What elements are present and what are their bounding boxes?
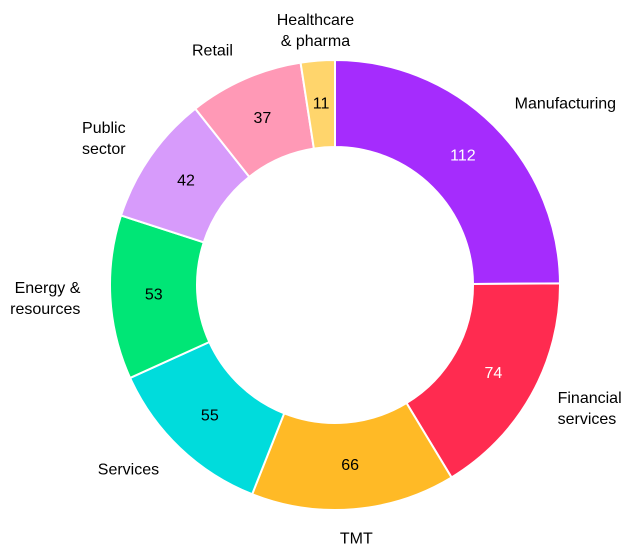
- value-label: 11: [313, 95, 330, 112]
- category-label: Manufacturing: [514, 95, 617, 113]
- value-label: 37: [253, 110, 271, 127]
- category-label: Retail: [192, 42, 233, 60]
- category-label: Services: [97, 461, 160, 479]
- slice: [299, 58, 336, 150]
- category-label: Public sector: [82, 120, 126, 159]
- category-label: Financial services: [557, 390, 622, 429]
- value-label: 66: [341, 457, 359, 474]
- value-label: 112: [450, 147, 476, 164]
- category-label: Energy & resources: [10, 280, 81, 319]
- category-label: TMT: [339, 530, 373, 548]
- value-label: 53: [145, 286, 163, 303]
- value-label: 74: [485, 365, 503, 382]
- value-label: 42: [177, 173, 195, 190]
- value-label: 55: [201, 408, 219, 425]
- category-label: Healthcare & pharma: [276, 11, 355, 50]
- slice: [334, 58, 562, 286]
